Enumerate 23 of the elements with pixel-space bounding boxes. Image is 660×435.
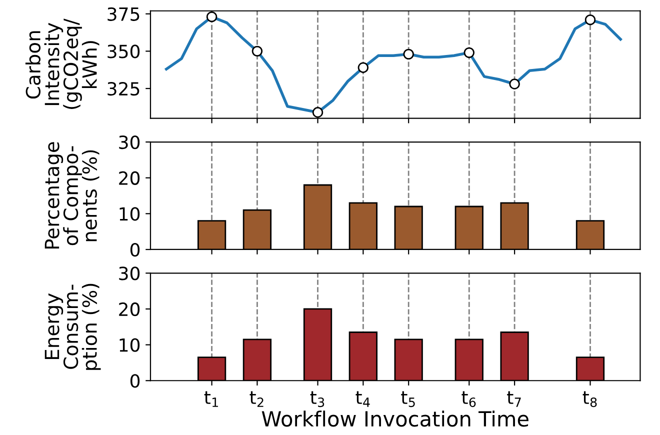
y-tick-label: 0 xyxy=(130,374,140,388)
x-tick-label: t$_{6}$ xyxy=(462,391,476,408)
y-tick-label: 30 xyxy=(119,266,140,280)
y-tick-label: 10 xyxy=(120,207,140,221)
y-tick-label: 350 xyxy=(108,44,140,58)
y-axis-title: Carbon Intensity (gCO2eq/ kWh) xyxy=(25,18,100,109)
y-tick-label: 20 xyxy=(119,302,140,316)
y-tick-label: 0 xyxy=(130,242,140,257)
y-tick-label: 325 xyxy=(108,82,140,96)
y-tick-label: 20 xyxy=(119,171,140,185)
y-tick-label: 30 xyxy=(119,135,140,150)
x-tick-label: t$_{7}$ xyxy=(507,391,521,407)
y-tick-label: 375 xyxy=(108,7,140,21)
x-axis-title: Workflow Invocation Time xyxy=(262,410,528,427)
x-tick-label: t$_{4}$ xyxy=(356,391,370,407)
x-tick-label: t$_{3}$ xyxy=(310,391,324,408)
y-axis-title: Energy Consum- ption (%) xyxy=(44,284,101,370)
x-tick-label: t$_{2}$ xyxy=(250,391,264,407)
x-tick-label: t$_{8}$ xyxy=(582,391,597,408)
x-tick-label: t$_{5}$ xyxy=(401,391,415,408)
y-tick-label: 10 xyxy=(120,338,140,352)
y-axis-title: Percentage of Compo- nents (%) xyxy=(44,142,100,249)
x-tick-label: t$_{1}$ xyxy=(204,391,218,407)
